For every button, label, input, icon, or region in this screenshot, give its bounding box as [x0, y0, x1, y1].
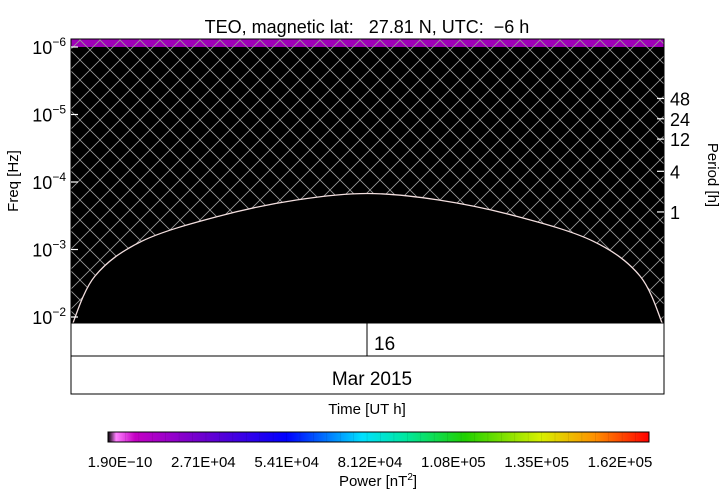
- colorbar-tick-label: 8.12E+04: [338, 454, 403, 471]
- y-tick-label: 10−4: [32, 170, 66, 193]
- colorbar-gradient: [108, 432, 649, 442]
- period-tick-label: 4: [670, 162, 680, 182]
- y-tick-label: 10−5: [32, 103, 66, 126]
- period-tick-label: 48: [670, 89, 690, 109]
- colorbar-tick-label: 2.71E+04: [171, 454, 236, 471]
- y-tick-label: 10−3: [32, 238, 66, 261]
- period-tick-label: 12: [670, 130, 690, 150]
- colorbar-tick-label: 5.41E+04: [254, 454, 319, 471]
- colorbar: 1.90E−10 2.71E+04 5.41E+04 8.12E+04 1.08E+05…: [88, 431, 653, 490]
- month-label: Mar 2015: [332, 369, 412, 390]
- chart-title: TEO, magnetic lat: 27.81 N, UTC: −6 h: [205, 17, 530, 37]
- cone-of-influence-line: [72, 192, 663, 323]
- colorbar-frame: [107, 431, 650, 443]
- colorbar-tick-label: 1.62E+05: [588, 454, 653, 471]
- period-tick-label: 1: [670, 203, 680, 223]
- y-axis-label: Freq [Hz]: [5, 150, 22, 212]
- day-tick-label: 16: [374, 334, 395, 355]
- colorbar-tick-label: 1.35E+05: [504, 454, 569, 471]
- colorbar-tick-label: 1.90E−10: [88, 454, 153, 471]
- y-tick-label: 10−2: [32, 305, 66, 328]
- plot-area: [71, 39, 664, 323]
- colorbar-tick-label: 1.08E+05: [421, 454, 486, 471]
- cone-of-influence-hatch: [71, 39, 664, 323]
- y-axis: 10−6 10−5 10−4 10−3 10−2: [32, 35, 78, 328]
- period-axis-label: Period [h]: [704, 143, 720, 207]
- month-axis-box: [70, 355, 665, 395]
- period-tick-label: 24: [670, 110, 690, 130]
- x-axis-label: Time [UT h]: [328, 401, 406, 418]
- y-tick-label: 10−6: [32, 35, 66, 58]
- colorbar-ticks: 1.90E−10 2.71E+04 5.41E+04 8.12E+04 1.08E+05…: [88, 454, 653, 471]
- colorbar-label: Power [nT2]: [339, 472, 417, 490]
- colorbar-cells: [125, 432, 636, 442]
